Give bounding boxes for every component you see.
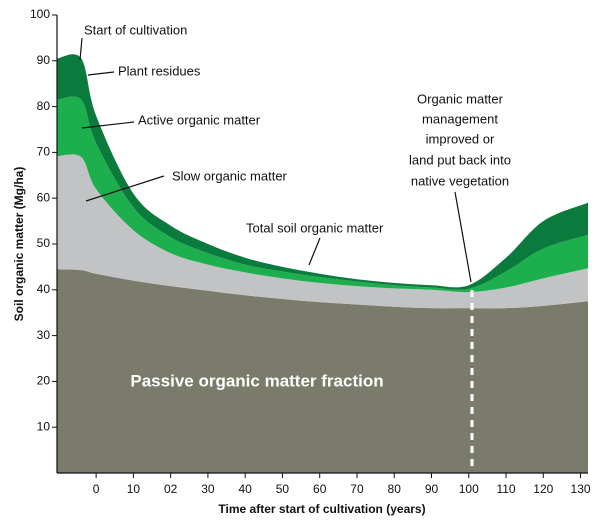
y-tick-label: 40: [37, 282, 51, 296]
annotation-arrow: [85, 175, 165, 202]
annotation: Start of cultivation: [84, 22, 187, 37]
area: [57, 269, 588, 473]
y-tick-label: 70: [37, 145, 51, 159]
x-tick-label: 30: [201, 482, 215, 496]
y-tick-label: 30: [37, 328, 51, 342]
annotation-line: management: [422, 111, 498, 126]
area: [57, 96, 588, 293]
x-tick-label: 110: [496, 482, 515, 496]
y-tick-label: 90: [37, 53, 51, 67]
annotation-arrow: [87, 71, 115, 76]
annotation-arrow: [308, 237, 321, 266]
annotation: Active organic matter: [138, 112, 261, 127]
plot-areas: [57, 54, 588, 473]
annotation-line: native vegetation: [411, 173, 509, 188]
x-tick-label: 0: [93, 482, 100, 496]
y-tick-label: 10: [37, 419, 51, 433]
annotation-line: improved or: [426, 131, 495, 146]
x-tick-label: 120: [533, 482, 553, 496]
x-tick-label: 130: [571, 482, 591, 496]
x-tick-label: 10: [127, 482, 141, 496]
x-tick-label: 50: [276, 482, 290, 496]
y-tick-label: 80: [37, 99, 51, 113]
annotation-arrow: [79, 37, 83, 61]
x-tick-label: 40: [238, 482, 252, 496]
x-tick-label: 70: [350, 482, 364, 496]
annotation: Plant residues: [118, 63, 201, 78]
annotation-line: land put back into: [409, 152, 511, 167]
y-tick-label: 50: [37, 236, 51, 250]
x-tick-label: 90: [425, 482, 439, 496]
annotation-line: Organic matter: [417, 91, 504, 106]
y-tick-label: 100: [30, 7, 50, 21]
x-tick-label: 02: [164, 482, 178, 496]
annotation: Organic matter management improved or la…: [409, 91, 511, 188]
x-tick-label: 80: [388, 482, 402, 496]
area-label: Passive organic matter fraction: [130, 371, 383, 390]
y-axis-label: Soil organic matter (Mg/ha): [12, 167, 26, 322]
area: [57, 154, 588, 309]
x-axis-label: Time after start of cultivation (years): [218, 502, 425, 516]
annotation-arrow: [454, 191, 472, 283]
y-tick-label: 60: [37, 190, 51, 204]
x-tick-label: 100: [459, 482, 479, 496]
annotation: Total soil organic matter: [246, 220, 384, 235]
annotation-arrow: [81, 121, 135, 129]
y-tick-label: 20: [37, 374, 51, 388]
annotation: Slow organic matter: [172, 168, 288, 183]
x-tick-label: 60: [313, 482, 327, 496]
